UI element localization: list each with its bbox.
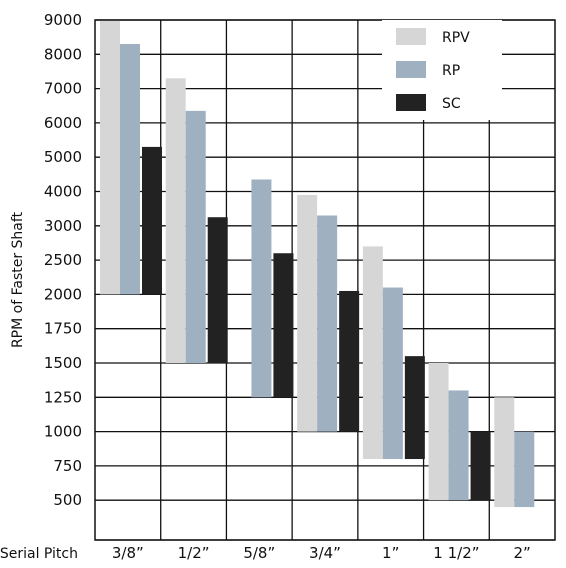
legend: RPV RP SC xyxy=(382,20,502,120)
bar-sc-3 xyxy=(339,291,359,432)
bar-sc-4 xyxy=(405,356,425,459)
y-tick-label: 6000 xyxy=(44,114,82,132)
y-tick-label: 500 xyxy=(53,491,82,509)
x-tick-label: 2” xyxy=(513,544,530,562)
y-tick-label: 5000 xyxy=(44,148,82,166)
y-tick-label: 9000 xyxy=(44,11,82,29)
bar-rp-1 xyxy=(186,111,206,363)
legend-swatch-sc xyxy=(396,94,426,111)
y-tick-label: 3000 xyxy=(44,217,82,235)
x-tick-label: 1/2” xyxy=(178,544,210,562)
legend-label-rp: RP xyxy=(442,63,460,79)
bar-sc-5 xyxy=(471,432,491,501)
bar-rp-5 xyxy=(449,390,469,500)
bar-rpv-1 xyxy=(166,78,186,363)
bar-rpv-4 xyxy=(363,246,383,459)
x-tick-label: 1 1/2” xyxy=(433,544,479,562)
bar-rpv-0 xyxy=(100,20,120,294)
y-tick-label: 2000 xyxy=(44,285,82,303)
y-tick-label: 1250 xyxy=(44,388,82,406)
y-tick-label: 4000 xyxy=(44,183,82,201)
bar-rp-6 xyxy=(514,432,534,507)
bar-rp-0 xyxy=(120,44,140,294)
y-tick-label: 1750 xyxy=(44,320,82,338)
legend-swatch-rpv xyxy=(396,28,426,45)
bar-rpv-3 xyxy=(297,195,317,432)
bar-rp-3 xyxy=(317,216,337,432)
y-tick-label: 1500 xyxy=(44,354,82,372)
x-ticks: 3/8” 1/2” 5/8” 3/4” 1” 1 1/2” 2” xyxy=(112,544,531,562)
x-tick-label: 5/8” xyxy=(243,544,275,562)
bar-rpv-6 xyxy=(494,397,514,507)
bar-sc-0 xyxy=(142,147,162,294)
bar-rp-2 xyxy=(251,179,271,397)
bar-rp-4 xyxy=(383,288,403,460)
legend-label-sc: SC xyxy=(442,96,461,112)
y-ticks: 9000 8000 7000 6000 5000 4000 3000 2500 2000 1750… xyxy=(44,11,82,509)
legend-swatch-rp xyxy=(396,61,426,78)
x-tick-label: 3/4” xyxy=(309,544,341,562)
x-tick-label: 1” xyxy=(382,544,399,562)
y-tick-label: 7000 xyxy=(44,80,82,98)
legend-label-rpv: RPV xyxy=(442,30,470,46)
y-tick-label: 2500 xyxy=(44,251,82,269)
y-tick-label: 8000 xyxy=(44,45,82,63)
y-tick-label: 750 xyxy=(53,457,82,475)
x-axis-label: Serial Pitch xyxy=(0,546,78,562)
bar-sc-2 xyxy=(273,253,293,397)
y-axis-label: RPM of Faster Shaft xyxy=(10,211,26,348)
bar-rpv-5 xyxy=(429,363,449,500)
x-tick-label: 3/8” xyxy=(112,544,144,562)
y-tick-label: 1000 xyxy=(44,423,82,441)
bar-sc-1 xyxy=(208,217,228,363)
